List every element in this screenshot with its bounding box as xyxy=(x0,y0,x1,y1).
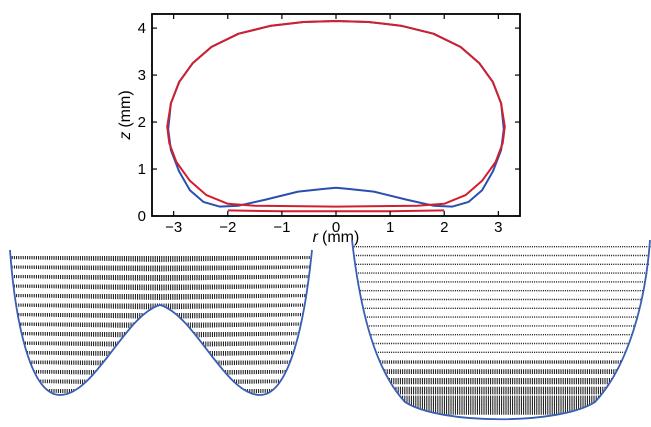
y-tick: 4 xyxy=(138,20,520,37)
arrow-row xyxy=(10,351,312,357)
x-tick-label: 2 xyxy=(440,219,448,236)
y-tick: 3 xyxy=(138,67,520,84)
arrow-row xyxy=(352,342,651,345)
arrow-row xyxy=(352,395,651,405)
y-tick-label: 2 xyxy=(138,114,146,131)
arrow-row xyxy=(10,399,311,405)
y-tick: 1 xyxy=(138,161,520,178)
arrow-row xyxy=(10,284,312,291)
arrow-row xyxy=(10,313,312,319)
y-tick-label: 1 xyxy=(138,161,146,178)
arrow-row xyxy=(352,272,651,274)
arrow-row xyxy=(10,332,312,338)
x-tick-label: −2 xyxy=(219,219,236,236)
arrow-row xyxy=(352,325,651,327)
arrow-row xyxy=(352,281,651,283)
y-tick: 0 xyxy=(138,208,520,225)
arrow-row xyxy=(352,316,651,318)
x-tick-label: 0 xyxy=(332,219,340,236)
arrow-row xyxy=(352,334,651,336)
arrow-row xyxy=(10,360,312,367)
y-tick-label: 0 xyxy=(138,208,146,225)
flow-field-left xyxy=(9,249,313,405)
x-tick-label: −3 xyxy=(165,219,182,236)
arrow-row xyxy=(352,360,651,364)
arrow-row xyxy=(10,370,312,376)
arrow-row xyxy=(10,322,312,329)
arrow-row xyxy=(10,256,312,262)
arrow-row xyxy=(352,307,651,309)
x-axis-ticks: −3 −2 −1 0 1 2 3 xyxy=(165,14,503,236)
arrow-row xyxy=(352,369,651,374)
series-line-2 xyxy=(166,20,506,208)
flow-field-right xyxy=(351,239,651,421)
plot-area xyxy=(152,14,520,216)
x-tick: −1 xyxy=(273,14,290,236)
y-tick-label: 3 xyxy=(138,67,146,84)
arrow-row xyxy=(10,341,312,348)
x-tick: 0 xyxy=(332,14,340,236)
x-tick: −2 xyxy=(219,14,236,236)
arrow-row xyxy=(10,294,312,300)
x-axis-label: r (mm) xyxy=(313,229,360,246)
velocity-arrows-left xyxy=(10,256,312,405)
y-tick-label: 4 xyxy=(138,20,146,37)
arrow-row xyxy=(352,290,651,292)
x-tick-label: 1 xyxy=(386,219,394,236)
interface-outline-left xyxy=(9,249,313,396)
interface-outline-right xyxy=(351,239,651,421)
x-tick-label: −1 xyxy=(273,219,290,236)
x-tick: −3 xyxy=(165,14,182,236)
arrow-row xyxy=(352,298,651,301)
arrow-row xyxy=(10,379,312,386)
x-tick: 3 xyxy=(494,14,503,236)
arrow-row xyxy=(10,303,312,310)
arrow-row xyxy=(352,263,651,265)
arrow-row xyxy=(10,275,312,281)
y-axis-label: z(mm) xyxy=(117,90,134,140)
arrow-row xyxy=(352,254,651,257)
x-tick: 2 xyxy=(440,14,448,236)
y-tick: 2 xyxy=(138,114,520,131)
shape-chart: −3 −2 −1 0 1 2 3 0 1 2 3 4 r (mm) z(mm) xyxy=(117,13,521,246)
arrow-row xyxy=(352,246,651,248)
x-tick-label: 3 xyxy=(494,219,502,236)
arrow-row xyxy=(352,351,651,353)
y-axis-ticks: 0 1 2 3 4 xyxy=(138,20,520,225)
arrow-row xyxy=(352,404,651,415)
arrow-row xyxy=(352,378,651,385)
arrow-row xyxy=(10,265,312,272)
x-tick: 1 xyxy=(386,14,394,236)
